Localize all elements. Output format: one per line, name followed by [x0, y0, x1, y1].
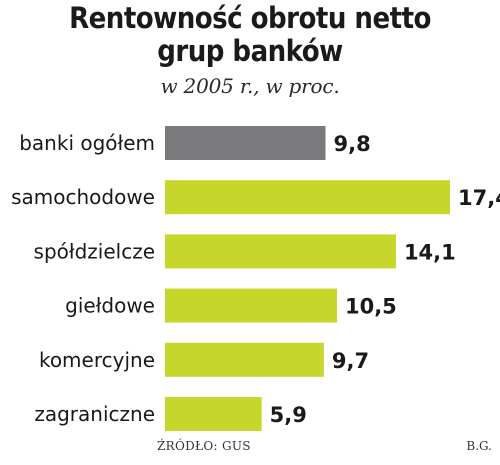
category-label: samochodowe — [11, 185, 155, 209]
category-label: komercyjne — [39, 348, 155, 372]
value-label: 5,9 — [270, 403, 307, 427]
value-label: 9,8 — [334, 132, 371, 156]
author-credit: B.G. — [466, 439, 492, 453]
chart-title-line-1: Rentowność obrotu netto — [69, 1, 431, 35]
bar — [165, 342, 324, 377]
source-note: ŹRÓDŁO: GUS — [157, 439, 251, 453]
value-label: 10,5 — [345, 295, 397, 319]
category-label: giełdowe — [65, 294, 155, 318]
bar — [165, 397, 262, 431]
chart-title-line-2: grup banków — [157, 34, 343, 68]
category-label: zagraniczne — [34, 402, 155, 426]
value-label: 14,1 — [404, 240, 456, 264]
chart-subtitle: w 2005 r., w proc. — [160, 74, 340, 98]
bar — [165, 234, 396, 269]
bar — [165, 180, 450, 215]
bar — [165, 126, 326, 160]
category-label: spółdzielcze — [34, 239, 155, 263]
value-label: 17,4 — [458, 186, 500, 210]
category-label: banki ogółem — [19, 131, 155, 155]
chart-title: Rentowność obrotu netto grup banków — [25, 2, 475, 68]
value-label: 9,7 — [332, 349, 369, 373]
bar — [165, 288, 337, 323]
